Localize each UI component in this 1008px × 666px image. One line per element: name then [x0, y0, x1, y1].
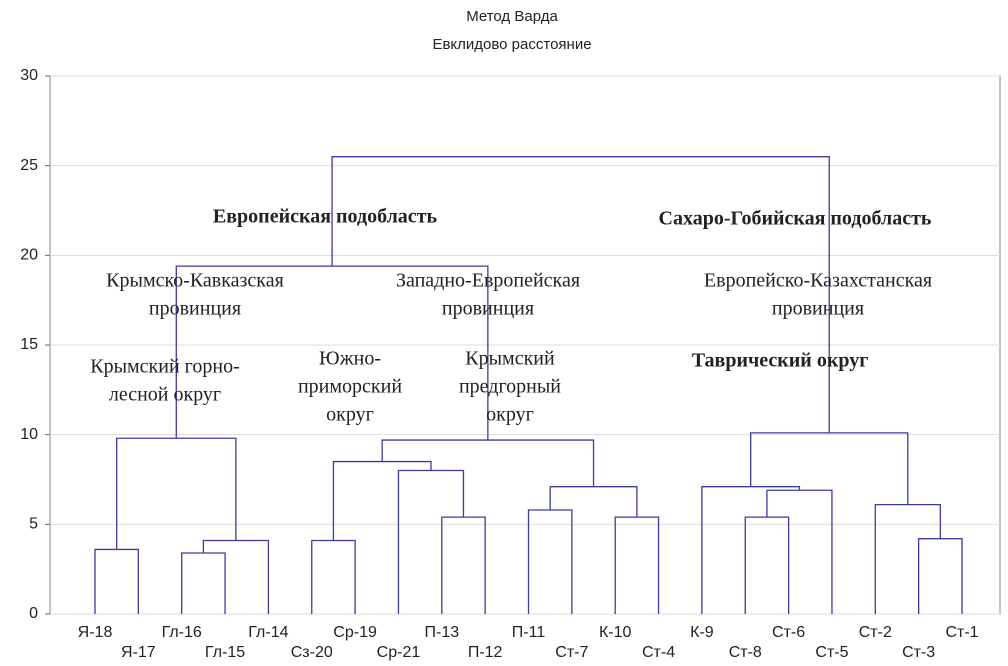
leaf-label: Ср-19: [333, 624, 377, 641]
leaf-label: К-9: [690, 624, 714, 641]
leaf-label: Ст-7: [555, 644, 588, 661]
y-tick-label: 5: [29, 516, 38, 533]
annotation: Европейско-Казахстанская: [704, 270, 932, 292]
merge-link: [750, 432, 909, 505]
leaf-label: Я-17: [121, 644, 156, 661]
annotation: лесной округ: [109, 384, 221, 406]
leaf-label: Ст-1: [945, 624, 978, 641]
leaf-label: П-13: [424, 624, 459, 641]
annotation: провинция: [149, 298, 241, 320]
merge-link: [701, 486, 801, 614]
merge-link: [527, 509, 573, 614]
leaf-label: Сз-20: [291, 644, 333, 661]
merge-link: [311, 539, 356, 614]
leaf-label: К-10: [599, 624, 632, 641]
annotation: Таврический округ: [692, 350, 869, 372]
leaf-label: Гл-16: [162, 624, 202, 641]
y-tick-label: 0: [29, 605, 38, 622]
merge-link: [918, 538, 963, 614]
annotation: предгорный: [459, 376, 561, 398]
y-tick-label: 25: [20, 157, 38, 174]
annotation: Европейская подобласть: [213, 206, 438, 228]
annotation: Крымский: [465, 348, 555, 370]
merge-link: [744, 516, 790, 614]
annotation: провинция: [442, 298, 534, 320]
y-tick-label: 30: [20, 67, 38, 84]
merge-link: [116, 437, 237, 550]
merge-link: [766, 489, 833, 614]
merge-link: [614, 516, 660, 614]
merge-link: [202, 539, 270, 614]
annotation: Крымский горно-: [90, 356, 240, 378]
leaf-label: Ст-4: [642, 644, 675, 661]
merge-link: [549, 486, 638, 518]
leaf-label: П-11: [512, 624, 546, 641]
annotation: Южно-: [319, 348, 381, 370]
leaf-label: Гл-14: [248, 624, 288, 641]
merge-link: [441, 516, 486, 614]
y-tick-label: 10: [20, 426, 38, 443]
annotation: Западно-Европейская: [396, 270, 580, 292]
annotation: Сахаро-Гобийская подобласть: [659, 208, 932, 230]
leaf-label: Ср-21: [377, 644, 421, 661]
annotation: округ: [326, 404, 374, 426]
merge-link: [94, 548, 139, 614]
merge-link: [874, 503, 941, 614]
merge-link: [332, 460, 432, 541]
chart-title: Метод Варда: [466, 8, 558, 25]
annotation: округ: [486, 404, 534, 426]
leaf-label: П-12: [468, 644, 503, 661]
y-tick-label: 15: [20, 336, 38, 353]
annotation: Крымско-Кавказская: [106, 270, 284, 292]
merge-link: [397, 469, 465, 614]
annotation: приморский: [298, 376, 402, 398]
chart-subtitle: Евклидово расстояние: [432, 36, 591, 53]
leaf-label: Я-18: [78, 624, 113, 641]
annotation: провинция: [772, 298, 864, 320]
merge-link: [181, 552, 226, 614]
merge-link: [331, 156, 830, 433]
leaf-label: Ст-6: [772, 624, 805, 641]
merge-link: [381, 439, 595, 487]
leaf-label: Ст-2: [859, 624, 892, 641]
leaf-label: Ст-8: [729, 644, 762, 661]
y-tick-label: 20: [20, 247, 38, 264]
leaf-label: Гл-15: [205, 644, 245, 661]
leaf-label: Ст-5: [815, 644, 848, 661]
leaf-label: Ст-3: [902, 644, 935, 661]
